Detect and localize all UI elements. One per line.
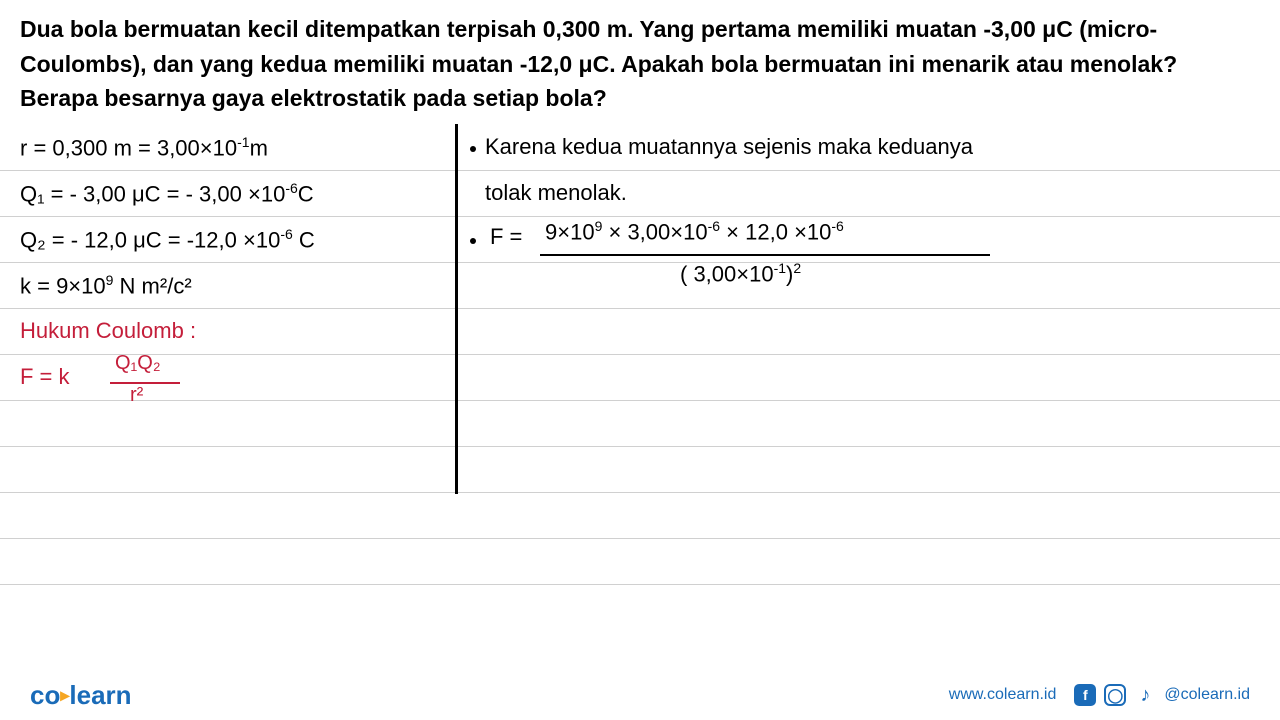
- force-fraction-line: [540, 254, 990, 256]
- force-numerator: 9×109 × 3,00×10-6 × 12,0 ×10-6: [545, 218, 844, 245]
- footer-url: www.colearn.id: [949, 686, 1057, 704]
- solution-note-2: tolak menolak.: [485, 180, 627, 206]
- force-label: F =: [490, 224, 522, 250]
- vertical-divider: [455, 124, 458, 494]
- given-k: k = 9×109 N m²/c²: [20, 272, 192, 299]
- facebook-icon: f: [1074, 684, 1096, 706]
- law-fraction-line: [110, 382, 180, 384]
- solution-note-1: Karena kedua muatannya sejenis maka kedu…: [485, 134, 973, 160]
- given-q1: Q₁ = - 3,00 μC = - 3,00 ×10-6C: [20, 180, 314, 207]
- social-icons: f ◯ ♪ @colearn.id: [1074, 684, 1250, 706]
- given-q2: Q₂ = - 12,0 μC = -12,0 ×10-6 C: [20, 226, 315, 253]
- law-title: Hukum Coulomb :: [20, 318, 196, 344]
- bullet-icon: [470, 146, 476, 152]
- footer: co▸learn www.colearn.id f ◯ ♪ @colearn.i…: [0, 670, 1280, 720]
- work-area: r = 0,300 m = 3,00×10-1m Q₁ = - 3,00 μC …: [0, 124, 1280, 654]
- law-eq-left: F = k: [20, 364, 70, 390]
- law-eq-denominator: r²: [130, 384, 143, 407]
- question-text: Dua bola bermuatan kecil ditempatkan ter…: [0, 0, 1280, 124]
- bullet-icon: [470, 238, 476, 244]
- tiktok-icon: ♪: [1134, 684, 1156, 706]
- force-denominator: ( 3,00×10-1)2: [680, 260, 801, 287]
- instagram-icon: ◯: [1104, 684, 1126, 706]
- given-r: r = 0,300 m = 3,00×10-1m: [20, 134, 268, 161]
- logo: co▸learn: [30, 680, 132, 711]
- law-eq-numerator: Q₁Q₂: [115, 352, 161, 375]
- social-handle: @colearn.id: [1164, 686, 1250, 704]
